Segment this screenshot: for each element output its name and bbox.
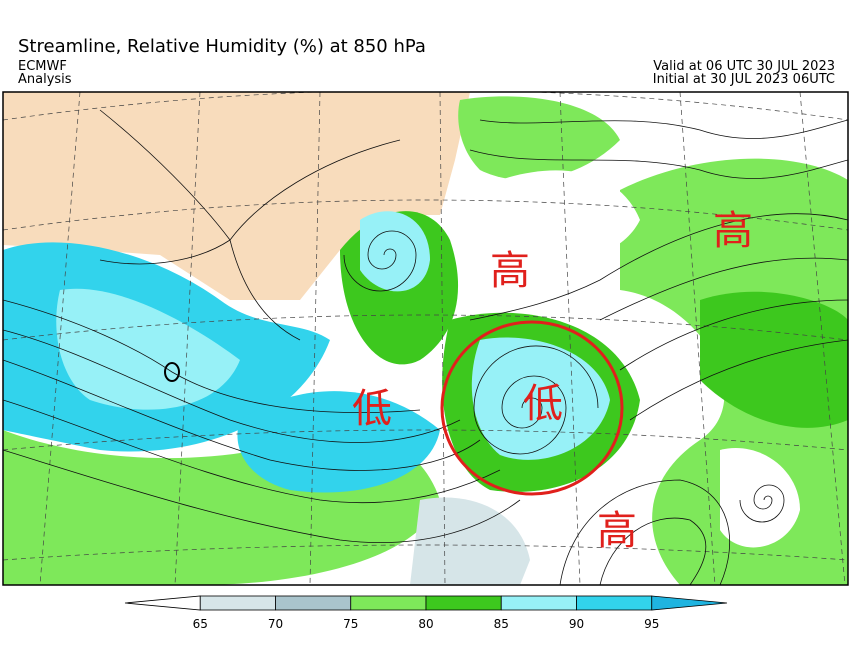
highlight-circle bbox=[440, 320, 624, 496]
colorbar-tick-label: 80 bbox=[418, 617, 433, 631]
source: ECMWF bbox=[18, 59, 67, 74]
streamlines bbox=[3, 109, 848, 585]
humid-area bbox=[471, 337, 610, 460]
colorbar-segment bbox=[500, 595, 577, 611]
humid-area bbox=[56, 288, 240, 410]
humid-area bbox=[700, 291, 848, 428]
low-label: 低 bbox=[352, 386, 392, 432]
colorbar-tick-label: 70 bbox=[268, 617, 283, 631]
humid-area bbox=[458, 96, 620, 180]
colorbar-tick-label: 90 bbox=[569, 617, 584, 631]
high-label: 高 bbox=[490, 248, 530, 294]
colorbar-segment bbox=[576, 595, 653, 611]
dry-area bbox=[720, 448, 800, 548]
graticule bbox=[3, 92, 848, 585]
dry-land bbox=[3, 92, 470, 300]
valid-time: Valid at 06 UTC 30 JUL 2023 bbox=[653, 59, 835, 74]
initial-time: Initial at 30 JUL 2023 06UTC bbox=[653, 72, 835, 87]
colorbar-under bbox=[124, 595, 201, 611]
colorbar-segment bbox=[199, 595, 276, 611]
colorbar-segment bbox=[275, 595, 352, 611]
high-label: 高 bbox=[597, 508, 637, 554]
colorbar-tick-label: 95 bbox=[644, 617, 659, 631]
colorbar-segment bbox=[350, 595, 427, 611]
dry-area bbox=[500, 170, 640, 260]
humid-area bbox=[410, 497, 530, 585]
colorbar: 65 70 75 80 85 90 95 bbox=[124, 595, 728, 631]
low-label: 低 bbox=[523, 381, 563, 427]
colorbar-tick-label: 65 bbox=[193, 617, 208, 631]
product: Analysis bbox=[18, 72, 72, 87]
colorbar-tick-label: 75 bbox=[343, 617, 358, 631]
colorbar-tick-label: 85 bbox=[494, 617, 509, 631]
title: Streamline, Relative Humidity (%) at 850… bbox=[18, 36, 426, 57]
colorbar-over bbox=[651, 595, 728, 611]
map-frame bbox=[2, 91, 849, 586]
high-label: 高 bbox=[713, 208, 753, 254]
map-area: 高 高 高 低 低 bbox=[3, 92, 848, 585]
colorbar-segment bbox=[425, 595, 502, 611]
